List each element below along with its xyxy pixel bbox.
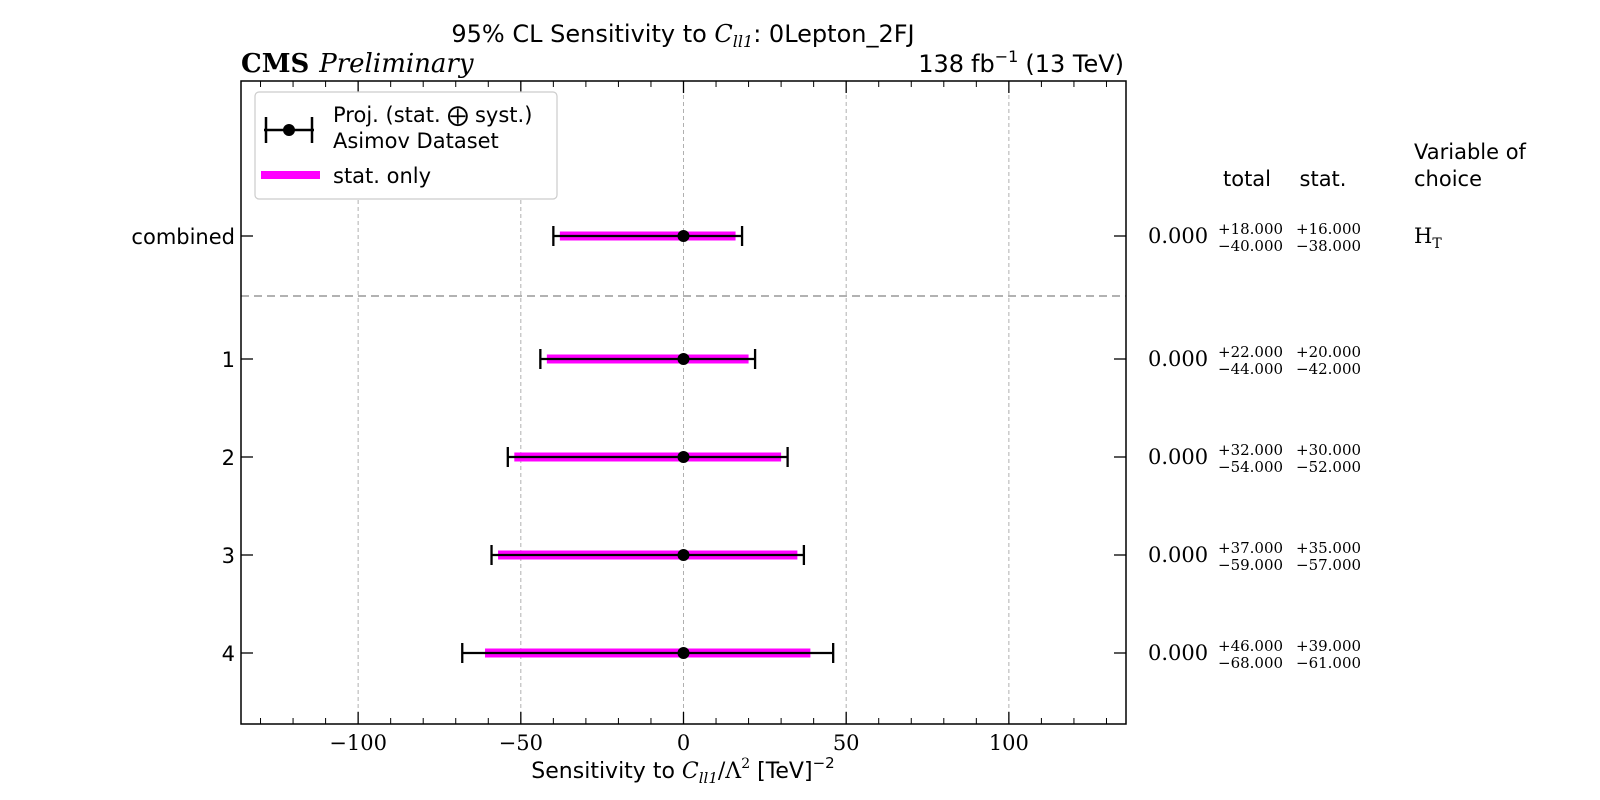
y-tick-labels: combined 1 2 3 4 [131,225,235,666]
xlabel-unit-sup: −2 [813,754,835,772]
xlabel-mid-sup: 2 [741,756,750,772]
legend-entry-total-line2: Asimov Dataset [333,129,499,153]
axis-ticks [241,81,1126,724]
lumi-label: 138 fb−1 (13 TeV) [918,47,1124,78]
status-text: Preliminary [318,49,474,79]
total-down-text: −44.000 [1218,360,1283,378]
total-up-text: +18.000 [1218,220,1283,238]
column-header-voc-line2: choice [1414,167,1482,191]
x-tick-label: 50 [833,731,860,755]
central-value-point [677,451,690,463]
total-down-text: −59.000 [1218,556,1283,574]
legend-marker-stat [261,171,320,179]
central-value-text: 0.000 [1148,641,1208,665]
title-suffix: : 0Lepton_2FJ [753,20,914,48]
y-tick-label: 2 [222,446,235,470]
total-down-text: −68.000 [1218,654,1283,672]
column-header-voc-line1: Variable of [1414,140,1527,164]
chart-title: 95% CL Sensitivity to Cll1: 0Lepton_2FJ [451,20,914,51]
x-axis-label: Sensitivity to Cll1/Λ2 [TeV]−2 [531,754,834,787]
voc-sub: T [1432,236,1442,252]
lumi-exp: −1 [995,47,1019,66]
total-down-text: −40.000 [1218,237,1283,255]
stat-up-text: +35.000 [1296,539,1361,557]
data-marks [461,226,835,663]
total-up-text: +37.000 [1218,539,1283,557]
legend-marker-total [264,117,314,143]
total-down-text: −54.000 [1218,458,1283,476]
experiment-label: CMS Preliminary [241,49,474,79]
central-value-point [677,647,690,659]
stat-down-text: −61.000 [1296,654,1361,672]
central-value-point [677,549,690,561]
y-tick-label: combined [131,225,235,249]
central-value-point [677,230,690,242]
y-tick-label: 3 [222,544,235,568]
x-tick-label: 100 [989,731,1029,755]
central-value-text: 0.000 [1148,543,1208,567]
results-table: 0.000 +18.000−40.000 +16.000−38.000 HT 0.000… [1148,220,1442,672]
x-tick-label: 0 [677,731,690,755]
column-header-total: total [1223,167,1271,191]
y-tick-label: 4 [222,642,235,666]
legend-box [254,91,558,200]
title-var: C [714,20,732,48]
xlabel-var: C [682,759,699,784]
stat-up-text: +39.000 [1296,637,1361,655]
voc-main: H [1414,224,1432,248]
lumi-value: 138 [918,50,964,78]
legend-entry-stat: stat. only [333,164,431,188]
total-up-text: +22.000 [1218,343,1283,361]
xlabel-mid: /Λ [718,759,742,784]
xlabel-unit: [TeV] [750,759,812,784]
total-up-text: +32.000 [1218,441,1283,459]
stat-up-text: +30.000 [1296,441,1361,459]
xlabel-var-sub: ll1 [699,769,718,787]
stat-down-text: −57.000 [1296,556,1361,574]
central-value-point [677,353,690,365]
variable-of-choice: HT [1414,224,1442,252]
xlabel-prefix: Sensitivity to [531,759,682,784]
energy: (13 TeV) [1025,50,1124,78]
stat-down-text: −42.000 [1296,360,1361,378]
column-header-stat: stat. [1300,167,1347,191]
central-value-text: 0.000 [1148,224,1208,248]
total-up-text: +46.000 [1218,637,1283,655]
x-tick-label: −100 [329,731,387,755]
legend: Proj. (stat. ⨁ syst.) Asimov Dataset sta… [254,91,558,200]
stat-down-text: −38.000 [1296,237,1361,255]
title-prefix: 95% CL Sensitivity to [451,20,714,48]
x-tick-label: −50 [499,731,543,755]
x-tick-labels: −100 −50 0 50 100 [329,731,1029,755]
central-value-text: 0.000 [1148,347,1208,371]
title-var-sub: ll1 [733,32,753,51]
legend-entry-total-line1: Proj. (stat. ⨁ syst.) [333,103,532,127]
stat-up-text: +16.000 [1296,220,1361,238]
stat-down-text: −52.000 [1296,458,1361,476]
lumi-unit: fb [971,50,995,78]
stat-up-text: +20.000 [1296,343,1361,361]
cms-text: CMS [241,49,309,79]
central-value-text: 0.000 [1148,445,1208,469]
y-tick-label: 1 [222,348,235,372]
